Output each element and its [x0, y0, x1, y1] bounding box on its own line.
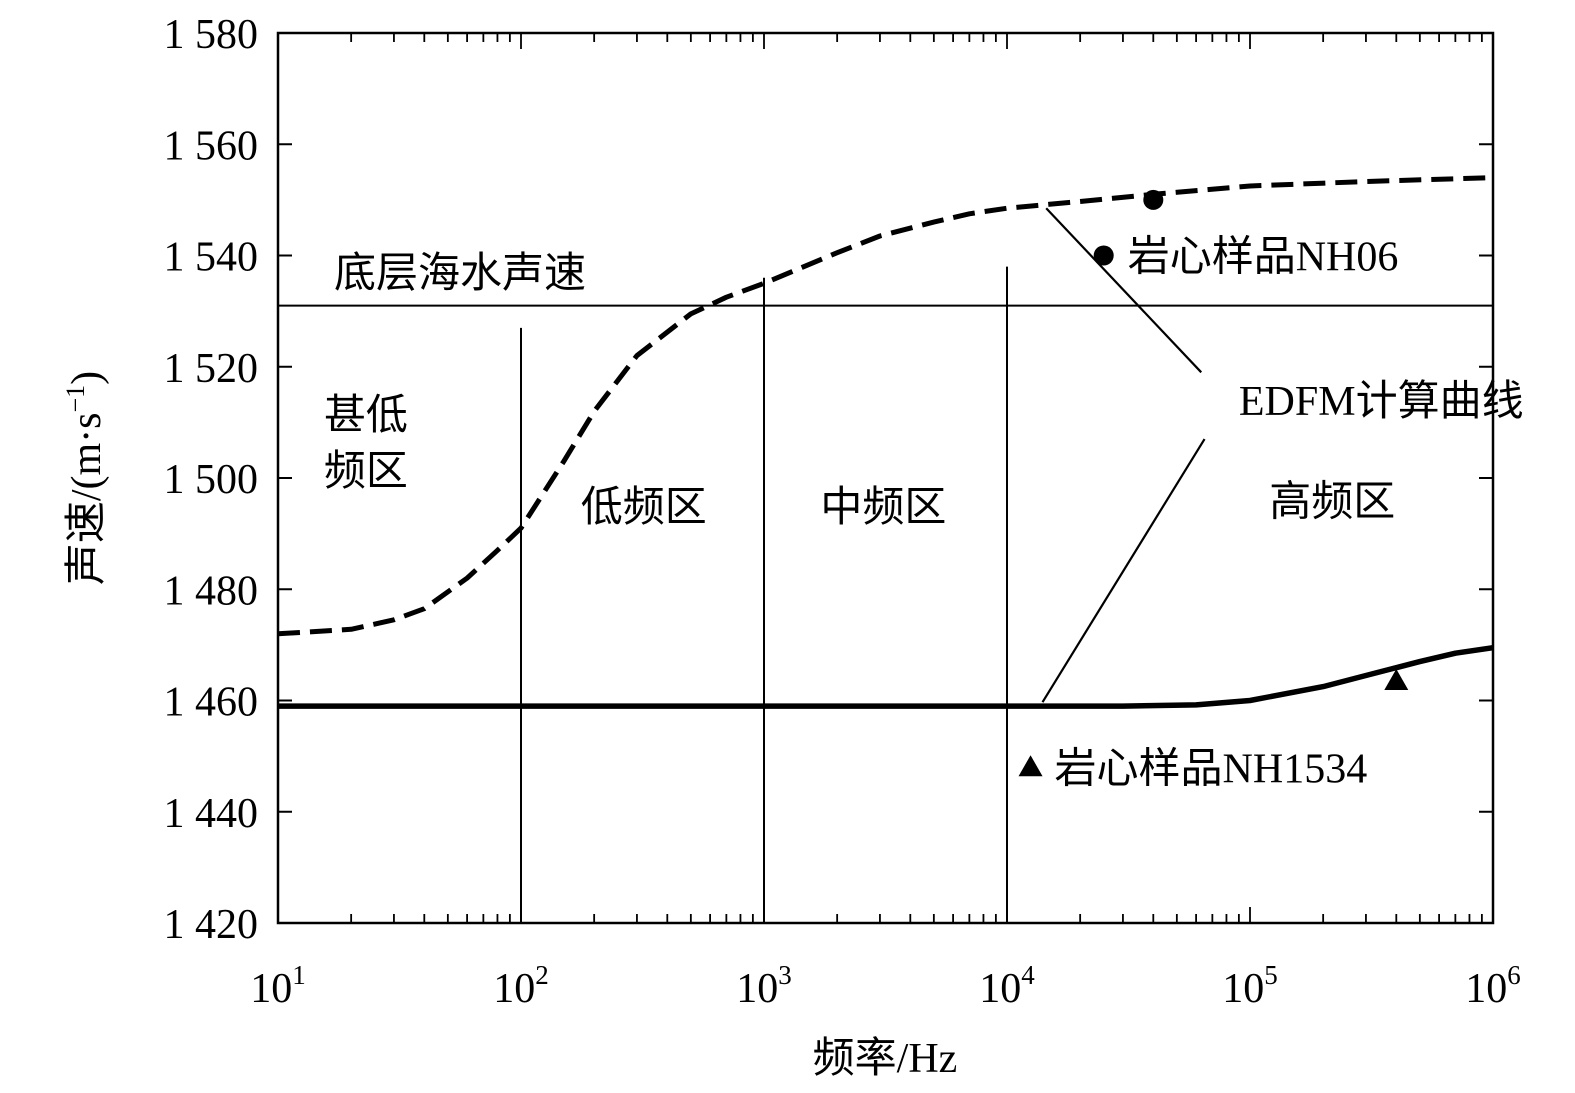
x-tick-label-exponent: 5: [1264, 960, 1278, 990]
annotation-label: 高频区: [1269, 479, 1395, 525]
x-tick-label-base: 10: [250, 966, 292, 1012]
x-axis-label: 频率/Hz: [813, 1035, 958, 1082]
x-tick-label-exponent: 6: [1507, 960, 1521, 990]
annotation-label: EDFM计算曲线: [1239, 379, 1524, 425]
data-point-triangle: [1384, 669, 1409, 691]
y-axis-label-exponent: −1: [61, 385, 90, 413]
chart-text-layer: 1 420 1 440 1 460 1 480 1 500 1 520 1 540 1 560…: [164, 12, 1524, 1012]
x-axis-label-group: 频率/Hz: [813, 1035, 958, 1082]
region-label: 甚低: [324, 393, 408, 439]
region-label: 频区: [324, 449, 408, 495]
x-tick-label: 104: [979, 960, 1035, 1012]
y-tick-label: 1 420: [164, 902, 259, 948]
x-tick-label: 106: [1465, 960, 1521, 1012]
legend-triangle-marker: [1018, 755, 1043, 777]
y-tick-label: 1 580: [164, 12, 259, 58]
legend-label: 岩心样品NH06: [1128, 235, 1399, 281]
x-tick-label-base: 10: [493, 966, 535, 1012]
x-tick-label-base: 10: [979, 966, 1021, 1012]
y-tick-label: 1 520: [164, 346, 259, 392]
y-axis-label: 声速/(m·s−1): [61, 371, 110, 585]
leader-line: [1045, 207, 1203, 374]
y-axis-label-close: ): [64, 371, 110, 385]
legend-circle-marker: [1093, 245, 1114, 266]
annotation-label: 底层海水声速: [334, 251, 586, 297]
y-tick-label: 1 480: [164, 568, 259, 614]
x-tick-label-exponent: 1: [292, 960, 306, 990]
x-tick-label: 103: [736, 960, 792, 1012]
region-label: 中频区: [820, 485, 946, 531]
region-label: 低频区: [581, 485, 707, 531]
leader-line: [1041, 438, 1206, 703]
y-axis-label-group: 声速/(m·s−1): [61, 371, 110, 585]
chart-marks-layer: [277, 175, 1494, 777]
x-tick-label-base: 10: [736, 966, 778, 1012]
x-tick-label-exponent: 4: [1021, 960, 1035, 990]
y-tick-label: 1 540: [164, 235, 259, 281]
y-tick-label: 1 460: [164, 680, 259, 726]
y-axis-label-main: 声速/(m·s: [64, 413, 110, 586]
chart-lines-layer: [278, 207, 1493, 923]
x-tick-label-exponent: 3: [778, 960, 792, 990]
x-tick-label: 101: [250, 960, 306, 1012]
solid-series-line: [278, 644, 1494, 709]
axis-ticks: [277, 32, 1493, 924]
y-tick-label: 1 560: [164, 123, 259, 169]
x-tick-label-base: 10: [1465, 966, 1507, 1012]
x-tick-label: 102: [493, 960, 549, 1012]
y-tick-label: 1 500: [164, 457, 259, 503]
x-tick-label-base: 10: [1222, 966, 1264, 1012]
y-tick-label: 1 440: [164, 791, 259, 837]
x-tick-label: 105: [1222, 960, 1278, 1012]
data-point-circle: [1143, 189, 1164, 210]
dashed-series-line: [277, 175, 1494, 637]
legend-label: 岩心样品NH1534: [1055, 746, 1368, 792]
x-tick-label-exponent: 2: [535, 960, 549, 990]
